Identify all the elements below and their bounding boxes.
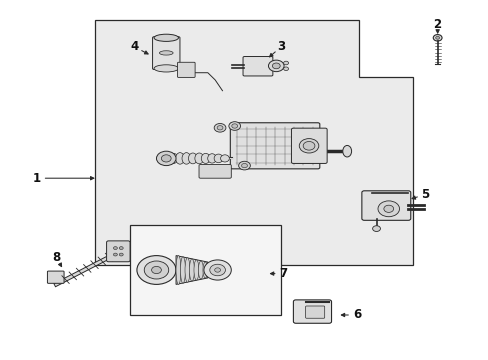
- Ellipse shape: [184, 258, 189, 282]
- FancyBboxPatch shape: [106, 241, 130, 262]
- Circle shape: [119, 247, 123, 249]
- Circle shape: [151, 266, 161, 274]
- Circle shape: [241, 163, 247, 168]
- FancyBboxPatch shape: [177, 62, 195, 77]
- Circle shape: [214, 123, 225, 132]
- Circle shape: [161, 155, 171, 162]
- Ellipse shape: [175, 153, 184, 164]
- Circle shape: [372, 226, 380, 231]
- Circle shape: [272, 63, 280, 69]
- Ellipse shape: [207, 154, 216, 163]
- Circle shape: [228, 122, 240, 130]
- Circle shape: [238, 161, 250, 170]
- Ellipse shape: [220, 155, 229, 162]
- Circle shape: [283, 61, 288, 65]
- Circle shape: [137, 256, 176, 284]
- Text: 7: 7: [279, 267, 287, 280]
- Ellipse shape: [214, 154, 223, 163]
- Ellipse shape: [180, 257, 185, 283]
- Polygon shape: [95, 20, 412, 265]
- Ellipse shape: [154, 65, 178, 72]
- Ellipse shape: [189, 259, 194, 281]
- Ellipse shape: [154, 34, 178, 41]
- FancyBboxPatch shape: [230, 123, 319, 169]
- Circle shape: [268, 60, 284, 72]
- Ellipse shape: [194, 153, 203, 164]
- Text: 5: 5: [421, 188, 428, 201]
- Ellipse shape: [342, 145, 351, 157]
- Ellipse shape: [188, 153, 197, 164]
- FancyBboxPatch shape: [305, 306, 324, 318]
- Circle shape: [209, 264, 225, 276]
- Circle shape: [231, 124, 237, 128]
- Circle shape: [435, 36, 439, 39]
- Text: 1: 1: [33, 172, 41, 185]
- FancyBboxPatch shape: [361, 191, 410, 220]
- FancyBboxPatch shape: [243, 57, 272, 76]
- FancyBboxPatch shape: [199, 165, 231, 178]
- Ellipse shape: [201, 153, 210, 163]
- Ellipse shape: [194, 260, 199, 280]
- Text: 8: 8: [52, 251, 60, 264]
- Circle shape: [432, 35, 441, 41]
- Ellipse shape: [182, 153, 190, 164]
- Circle shape: [113, 247, 117, 249]
- Circle shape: [217, 126, 223, 130]
- FancyBboxPatch shape: [293, 300, 331, 323]
- Ellipse shape: [203, 262, 207, 278]
- Circle shape: [156, 151, 176, 166]
- Circle shape: [203, 260, 231, 280]
- Circle shape: [214, 268, 220, 272]
- Bar: [129, 225, 281, 315]
- Circle shape: [283, 67, 288, 71]
- Ellipse shape: [198, 261, 203, 279]
- Text: 6: 6: [352, 309, 360, 321]
- Ellipse shape: [159, 51, 173, 55]
- Text: 4: 4: [130, 40, 138, 53]
- Ellipse shape: [169, 153, 178, 163]
- Ellipse shape: [299, 139, 318, 153]
- Circle shape: [119, 253, 123, 256]
- Text: 2: 2: [433, 18, 441, 31]
- Text: 3: 3: [277, 40, 285, 53]
- Circle shape: [383, 205, 393, 212]
- Polygon shape: [176, 256, 207, 284]
- Circle shape: [303, 141, 314, 150]
- Circle shape: [113, 253, 117, 256]
- Circle shape: [144, 261, 168, 279]
- FancyBboxPatch shape: [291, 128, 326, 163]
- FancyBboxPatch shape: [152, 37, 180, 69]
- Ellipse shape: [176, 256, 181, 284]
- FancyBboxPatch shape: [47, 271, 64, 283]
- Circle shape: [377, 201, 399, 217]
